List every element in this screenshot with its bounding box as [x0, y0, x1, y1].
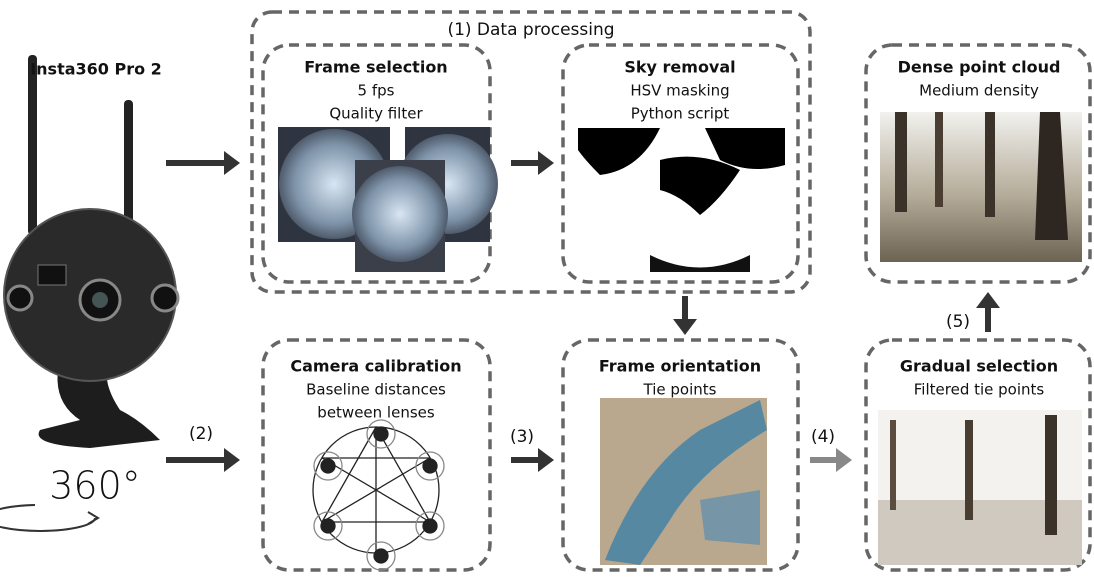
- shape: [836, 448, 852, 472]
- shape: [422, 518, 438, 534]
- filtered-cloud-image: [878, 410, 1082, 565]
- camera-illustration: [0, 55, 180, 532]
- step-detail: Medium density: [919, 82, 1039, 100]
- step-detail: Quality filter: [329, 105, 423, 123]
- tie-points-image: [600, 398, 767, 565]
- step-detail: Baseline distances: [306, 381, 446, 399]
- shape: [313, 419, 445, 571]
- step-box: [561, 338, 800, 572]
- sky-mask: [575, 127, 785, 272]
- group-box: [250, 10, 812, 294]
- shape: [1045, 415, 1057, 535]
- step-title: Frame orientation: [599, 357, 761, 376]
- shape: [0, 504, 96, 532]
- shape: [313, 451, 343, 481]
- shape: [92, 292, 108, 308]
- shape: [6, 284, 34, 312]
- fisheye-frames: [278, 127, 498, 272]
- shape: [37, 264, 67, 286]
- shape: [313, 511, 343, 541]
- shape: [605, 400, 767, 565]
- shape: [415, 511, 445, 541]
- shape: [650, 255, 750, 272]
- shape: [373, 548, 389, 564]
- shape: [320, 458, 336, 474]
- step-title: Gradual selection: [900, 357, 1058, 376]
- shape: [890, 420, 896, 510]
- step-box: [561, 43, 800, 284]
- dense-cloud-image: [880, 112, 1082, 262]
- shape: [700, 490, 760, 545]
- shape: [352, 166, 448, 262]
- step-box: [864, 338, 1092, 572]
- shape: [935, 112, 943, 207]
- shape: [224, 448, 240, 472]
- shape: [87, 511, 100, 525]
- shape: [38, 360, 161, 448]
- shape: [124, 100, 133, 250]
- step-title: Frame selection: [304, 58, 447, 77]
- arrow-label: (4): [811, 427, 835, 447]
- step-title: Sky removal: [624, 58, 735, 77]
- shape: [224, 151, 240, 175]
- shape: [538, 448, 554, 472]
- shape: [985, 112, 995, 217]
- shape: [150, 283, 180, 313]
- shape: [976, 292, 1000, 308]
- group-label: (1) Data processing: [447, 20, 614, 40]
- step-box: [261, 338, 492, 572]
- shape: [320, 426, 438, 564]
- shape: [28, 55, 37, 235]
- shape: [366, 541, 396, 571]
- shape: [415, 451, 445, 481]
- step-detail: Filtered tie points: [914, 381, 1045, 399]
- shape: [705, 128, 785, 169]
- step-detail: Tie points: [643, 381, 717, 399]
- step-detail: Python script: [631, 105, 730, 123]
- shape: [1035, 112, 1068, 240]
- step-detail: 5 fps: [358, 82, 395, 100]
- shape: [320, 518, 336, 534]
- shape: [578, 128, 660, 175]
- shape: [366, 419, 396, 449]
- camera-label: Insta360 Pro 2: [30, 60, 162, 79]
- lens-diagram: [312, 419, 445, 571]
- step-detail: between lenses: [317, 404, 435, 422]
- step-title: Camera calibration: [290, 357, 461, 376]
- step-detail: HSV masking: [630, 82, 729, 100]
- arrows: [166, 151, 1000, 472]
- shape: [373, 426, 389, 442]
- rotation-label: 360°: [49, 464, 141, 508]
- shape: [660, 156, 740, 215]
- shape: [321, 426, 431, 553]
- shape: [895, 112, 907, 212]
- shape: [673, 319, 697, 335]
- arrow-label: (2): [189, 424, 213, 444]
- shape: [538, 151, 554, 175]
- arrow-label: (5): [946, 312, 970, 332]
- arrow-label: (3): [510, 427, 534, 447]
- shape: [422, 458, 438, 474]
- shape: Frame selection 5 fps Quality filter Sky re…: [290, 58, 1060, 422]
- step-box: [864, 43, 1092, 284]
- shape: [965, 420, 973, 520]
- step-title: Dense point cloud: [898, 58, 1061, 77]
